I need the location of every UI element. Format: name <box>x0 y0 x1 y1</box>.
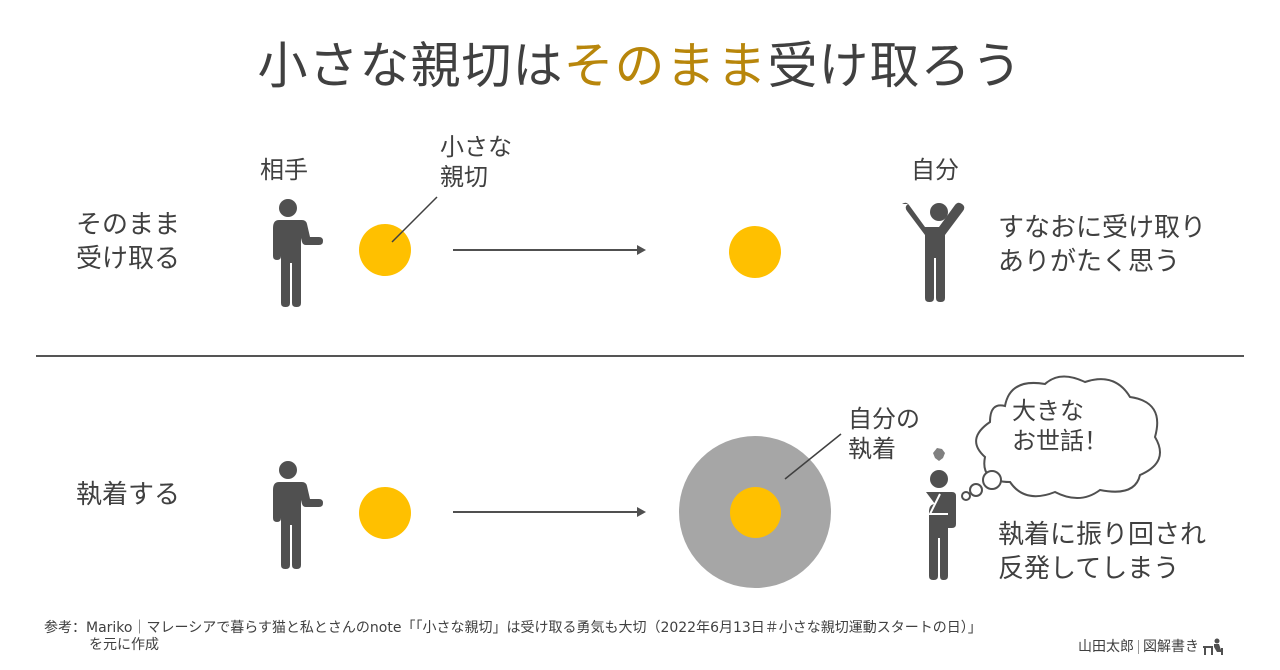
row1-label: そのまま 受け取る <box>76 208 180 276</box>
attachment-label: 自分の 執着 <box>848 404 920 464</box>
title-highlight: そのまま <box>563 37 768 95</box>
thought-line1: 大きな <box>1012 397 1084 425</box>
attachment-result-line1: 執着に振り回され <box>998 520 1207 550</box>
person-offering-icon <box>272 461 323 569</box>
section-divider <box>36 355 1244 357</box>
person-offering-icon <box>272 199 323 307</box>
kindness-label-line2: 親切 <box>440 163 488 191</box>
wrapped-kindness-ball <box>730 487 781 538</box>
self-label: 自分 <box>911 156 959 184</box>
row1-label-line2: 受け取る <box>76 244 181 274</box>
attachment-label-line2: 執着 <box>848 435 896 463</box>
attachment-label-line1: 自分の <box>848 405 920 433</box>
attachment-leader-line <box>784 433 842 480</box>
page-title: 小さな親切はそのまま受け取ろう <box>0 26 1280 98</box>
thought-bubble-icon <box>961 375 1161 501</box>
reference-note: 参考：Mariko｜マレーシアで暮らす猫と私とさんのnote「「小さな親切」は受… <box>44 620 982 654</box>
brand-name: 図解書き <box>1143 638 1199 655</box>
arrow-right-icon <box>453 245 646 255</box>
reference-line1: 参考：Mariko｜マレーシアで暮らす猫と私とさんのnote「「小さな親切」は受… <box>44 620 982 636</box>
accept-result-line1: すなおに受け取り <box>998 213 1207 243</box>
author-name: 山田太郎 <box>1078 638 1134 655</box>
author-credit: 山田太郎 図解書き <box>1078 638 1225 656</box>
reference-line2: を元に作成 <box>89 637 159 653</box>
giver-label: 相手 <box>260 156 308 184</box>
person-at-desk-icon <box>1203 638 1223 655</box>
person-cheering-icon <box>902 202 965 302</box>
row2-label: 執着する <box>76 480 181 510</box>
kindness-label-line1: 小さな <box>440 133 512 161</box>
accept-result-line2: ありがたく思う <box>998 247 1181 277</box>
kindness-leader-line <box>391 196 438 243</box>
thought-bubble-text: 大きな お世話！ <box>1012 396 1108 456</box>
person-thinking-icon <box>926 448 956 580</box>
received-kindness-ball <box>729 226 781 278</box>
kindness-label: 小さな 親切 <box>440 132 512 192</box>
thought-line2: お世話！ <box>1012 427 1108 455</box>
arrow-right-icon <box>453 507 646 517</box>
credit-separator <box>1138 640 1139 654</box>
accept-result-text: すなおに受け取り ありがたく思う <box>998 211 1206 279</box>
attachment-result-line2: 反発してしまう <box>998 554 1180 584</box>
attachment-result-text: 執着に振り回され 反発してしまう <box>998 518 1206 586</box>
title-suffix: 受け取ろう <box>767 37 1023 95</box>
title-prefix: 小さな親切は <box>257 37 564 95</box>
row1-label-line1: そのまま <box>76 210 181 240</box>
kindness-ball <box>359 487 411 539</box>
